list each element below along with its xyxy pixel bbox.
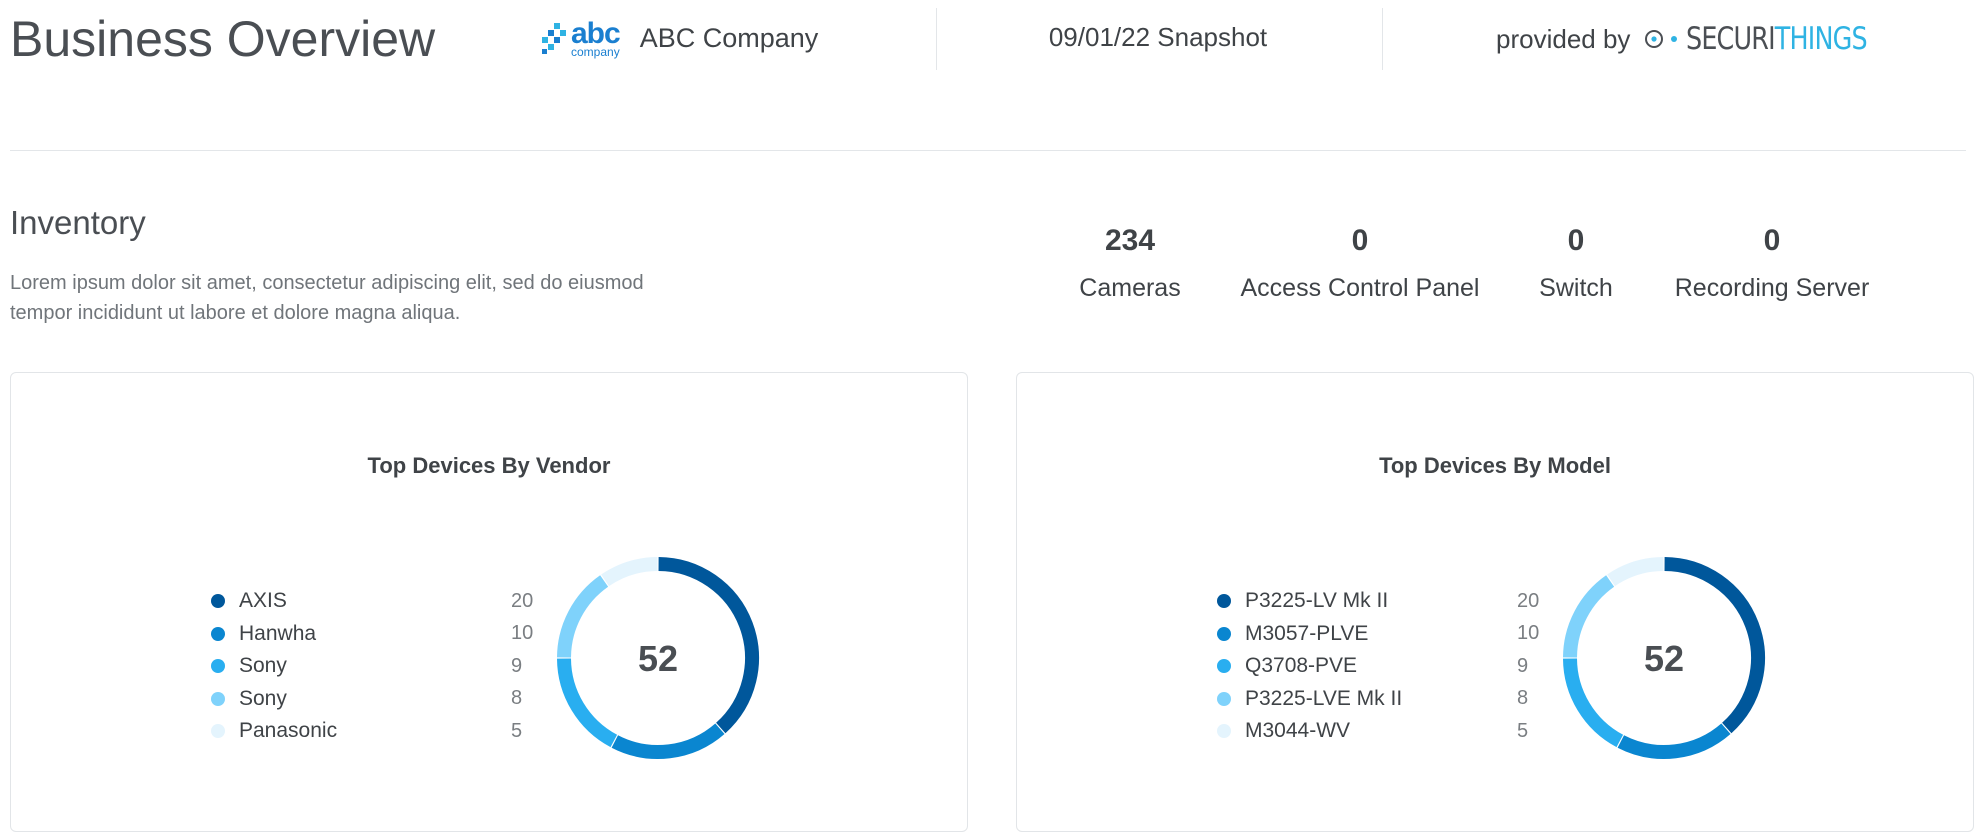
company-info: abc company ABC Company: [540, 18, 818, 58]
donut-total: 52: [638, 638, 678, 679]
donut-slice-sony: [557, 658, 618, 748]
brand-name: SECURITHINGS: [1686, 21, 1868, 57]
legend-swatch: [211, 659, 225, 673]
chart-title: Top Devices By Model: [1379, 453, 1611, 478]
donut-chart: 52: [557, 557, 759, 759]
stat-value: 0: [1567, 224, 1585, 257]
legend-label: Sony: [239, 686, 287, 710]
logo-subtext: company: [571, 44, 620, 59]
stat-value: 0: [1351, 224, 1369, 257]
provider-info: provided by SECURITHINGS: [1496, 18, 1907, 60]
legend-label: P3225-LV Mk II: [1245, 589, 1389, 612]
chart-title: Top Devices By Vendor: [367, 453, 611, 478]
legend-swatch: [211, 594, 225, 608]
legend-item: M3044-WV 5: [1217, 715, 1557, 747]
legend-value: 8: [511, 687, 523, 709]
legend-label: M3044-WV: [1245, 719, 1351, 742]
legend-value: 9: [1517, 654, 1529, 677]
legend-item: P3225-LVE Mk II 8: [1217, 683, 1557, 715]
legend-item: Sony 9: [211, 650, 551, 682]
legend-swatch: [211, 691, 225, 706]
legend-value: 10: [511, 622, 534, 644]
company-logo: abc company: [540, 16, 621, 59]
legend-swatch: [1217, 691, 1231, 706]
legend-swatch: [1217, 724, 1231, 738]
securithings-logo-icon: [1645, 30, 1678, 48]
donut-slice-p3225-lve-mk-ii: [1563, 575, 1615, 658]
logo-text: abc: [571, 16, 621, 50]
donut-slice-m3057-plve: [1617, 723, 1731, 759]
model-chart-card: Top Devices By Model P3225-LV Mk II 20 M30…: [1016, 372, 1974, 832]
donut-slice-sony: [557, 575, 609, 658]
legend-label: Sony: [239, 654, 287, 677]
legend-item: Hanwha 10: [211, 618, 551, 650]
legend-swatch: [211, 626, 225, 641]
legend-label: Q3708-PVE: [1245, 654, 1358, 677]
legend-value: 20: [511, 589, 534, 612]
donut-chart: 52: [1563, 557, 1765, 759]
provided-by-label: provided by: [1496, 23, 1631, 54]
inventory-description: Lorem ipsum dolor sit amet, consectetur …: [10, 272, 644, 324]
legend-label: Panasonic: [239, 719, 338, 742]
legend-item: Sony 8: [211, 683, 551, 715]
legend-item: P3225-LV Mk II 20: [1217, 585, 1557, 617]
legend-swatch: [211, 724, 225, 738]
legend-item: AXIS 20: [211, 585, 551, 617]
legend-label: P3225-LVE Mk II: [1245, 686, 1403, 710]
legend-label: M3057-PLVE: [1245, 621, 1369, 645]
donut-slice-hanwha: [611, 723, 725, 759]
legend-value: 8: [1517, 687, 1529, 709]
legend-item: M3057-PLVE 10: [1217, 618, 1557, 650]
legend-value: 9: [511, 654, 523, 677]
vendor-chart-card: Top Devices By Vendor AXIS 20 Hanwha 10 Sony…: [10, 372, 968, 832]
header-divider: [936, 8, 937, 70]
donut-slice-axis: [658, 557, 759, 734]
inventory-heading: Inventory: [10, 204, 146, 241]
stat-label: Recording Server: [1674, 274, 1870, 302]
legend-label: Hanwha: [239, 621, 317, 645]
legend-value: 5: [511, 719, 523, 742]
legend-swatch: [1217, 626, 1231, 641]
donut-slice-q3708-pve: [1563, 658, 1624, 748]
donut-slice-panasonic: [601, 557, 658, 587]
stat-value: 234: [1104, 224, 1156, 257]
legend-value: 5: [1517, 719, 1529, 742]
header-divider: [1382, 8, 1383, 70]
stat-cameras: 234 Cameras: [1070, 222, 1190, 303]
legend-item: Panasonic 5: [211, 715, 551, 747]
legend-value: 20: [1517, 589, 1540, 612]
snapshot-date: 09/01/22 Snapshot: [1048, 22, 1268, 52]
page-title: Business Overview: [10, 11, 436, 67]
legend-label: AXIS: [239, 589, 287, 612]
legend-swatch: [1217, 594, 1231, 608]
stat-label: Access Control Panel: [1240, 274, 1480, 302]
stat-label: Switch: [1539, 274, 1613, 302]
stat-recording-server: 0 Recording Server: [1670, 222, 1874, 303]
legend-value: 10: [1517, 622, 1540, 644]
stat-label: Cameras: [1079, 274, 1181, 302]
header-separator: [10, 150, 1966, 151]
stat-access-control-panel: 0 Access Control Panel: [1240, 222, 1480, 303]
stat-value: 0: [1763, 224, 1781, 257]
donut-slice-p3225-lv-mk-ii: [1664, 557, 1765, 734]
donut-slice-m3044-wv: [1607, 557, 1664, 587]
legend-swatch: [1217, 659, 1231, 673]
company-name: ABC Company: [639, 22, 819, 53]
legend-item: Q3708-PVE 9: [1217, 650, 1557, 682]
logo-pixels-icon: [542, 23, 566, 54]
donut-total: 52: [1644, 638, 1684, 679]
stat-switch: 0 Switch: [1526, 222, 1626, 303]
